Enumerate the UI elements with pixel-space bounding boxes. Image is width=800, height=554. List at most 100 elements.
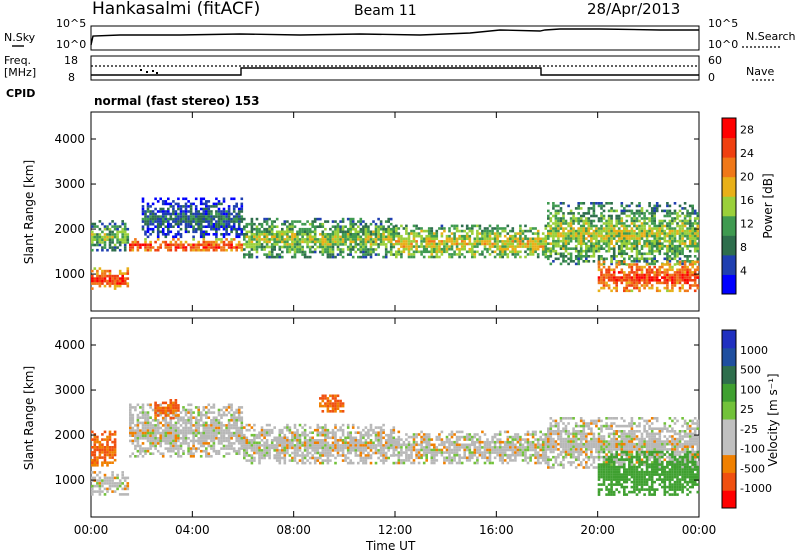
echo-cell [605,281,608,285]
echo-cell [595,234,598,238]
echo-cell [96,274,99,278]
echo-cell [481,250,484,254]
echo-cell [187,421,190,425]
echo-cell [359,227,363,231]
echo-cell [245,245,249,249]
echo-cell [172,200,175,203]
echo-cell [123,487,127,491]
echo-cell [217,424,221,427]
echo-cell [389,248,393,251]
echo-cell [268,227,271,231]
echo-cell [473,440,477,444]
echo-cell [448,433,451,436]
echo-cell [164,442,168,445]
echo-cell [202,444,206,448]
echo-cell [397,453,401,457]
echo-cell [321,245,325,249]
echo-cell [458,438,461,441]
echo-cell [612,268,616,272]
echo-cell [159,230,162,234]
echo-cell [313,441,317,445]
echo-cell [235,419,238,422]
echo-cell [346,230,350,234]
echo-cell [450,451,454,454]
echo-cell [326,407,330,410]
echo-cell [174,424,178,427]
echo-cell [336,449,340,452]
echo-cell [341,238,345,241]
echo-cell [212,431,216,435]
echo-cell [577,219,580,223]
echo-cell [693,247,697,250]
echo-cell [255,235,259,239]
echo-cell [308,439,312,442]
echo-cell [688,263,692,266]
echo-cell [344,459,347,462]
echo-cell [177,243,180,247]
echo-cell [569,237,573,240]
echo-cell [278,233,282,236]
echo-cell [473,448,477,452]
echo-cell [483,245,487,248]
echo-cell [286,449,289,452]
echo-cell [534,250,537,254]
echo-cell [232,205,236,208]
echo-cell [207,437,211,440]
echo-cell [161,215,165,218]
echo-cell [136,431,140,435]
echo-cell [169,455,173,458]
echo-cell [134,447,137,450]
echo-cell [187,403,190,407]
echo-cell [250,238,254,241]
echo-cell [136,243,140,247]
echo-cell [192,238,195,241]
echo-cell [362,230,365,234]
echo-cell [215,449,218,453]
echo-cell [260,238,264,241]
echo-cell [179,240,183,244]
echo-cell [572,217,575,220]
echo-cell [607,217,611,220]
echo-cell [308,248,312,251]
echo-cell [141,403,145,407]
echo-cell [205,248,208,252]
echo-cell [98,440,102,444]
echo-cell [382,454,385,457]
echo-cell [491,250,494,254]
echo-cell [448,240,451,243]
echo-cell [313,225,317,228]
echo-cell [182,449,185,453]
echo-cell [298,248,302,251]
freq-scatter-dots [140,69,158,74]
echo-cell [288,444,292,447]
echo-cell [655,268,659,272]
echo-cell [273,245,276,249]
echo-cell [415,433,418,436]
echo-cell [476,461,479,465]
echo-cell [243,451,246,455]
echo-cell [336,238,340,241]
echo-cell [123,233,127,236]
echo-cell [377,439,380,442]
echo-cell [633,284,636,287]
echo-cell [243,454,246,457]
echo-cell [237,452,241,455]
echo-cell [324,426,327,429]
echo-cell [230,243,233,247]
echo-cell [123,238,127,241]
echo-cell [585,247,588,250]
echo-cell [673,217,677,220]
echo-cell [159,437,162,440]
echo-cell [339,436,342,440]
echo-cell [217,429,221,432]
echo-cell [696,265,700,269]
echo-cell [666,289,669,293]
echo-cell [334,227,337,231]
echo-cell [174,429,178,432]
echo-cell [676,214,679,218]
echo-cell [245,459,249,462]
echo-cell [321,248,325,251]
echo-cell [296,238,299,241]
echo-cell [668,234,672,238]
echo-cell [341,431,345,434]
